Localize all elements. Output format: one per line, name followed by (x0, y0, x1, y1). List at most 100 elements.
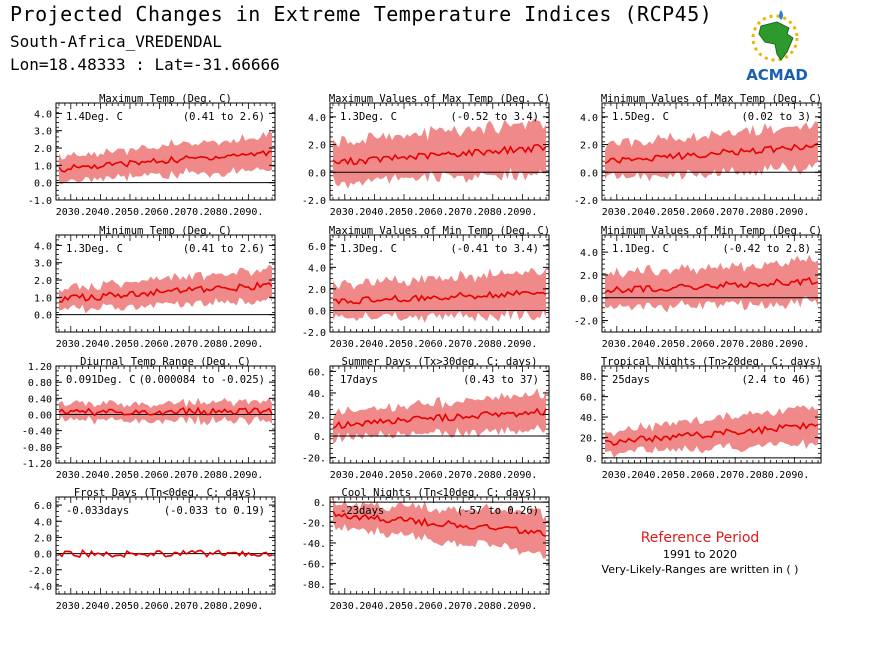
panel-title: Minimum Values of Max Temp (Deg. C) (601, 93, 822, 105)
x-tick-label: 2090. (233, 207, 263, 218)
likely-range: (0.000084 to -0.025) (139, 374, 265, 386)
x-tick-label: 2060. (691, 339, 721, 350)
y-tick-label: -2.0 (302, 196, 326, 207)
mean-line (332, 143, 547, 166)
y-tick-label: 0.0 (308, 306, 326, 317)
y-tick-label: 2.0 (580, 271, 598, 282)
x-tick-label: 2040. (85, 207, 115, 218)
x-tick-label: 2050. (115, 207, 145, 218)
africa-map-icon (758, 21, 794, 61)
range-band (59, 397, 272, 426)
panel-title: Frost Days (Tn<0deg. C; days) (74, 487, 257, 499)
y-tick-label: -20. (302, 519, 326, 530)
x-tick-label: 2040. (85, 339, 115, 350)
y-tick-label: 1.20 (28, 362, 52, 373)
range-band (59, 130, 272, 185)
x-tick-label: 2050. (661, 207, 691, 218)
panel-title: Summer Days (Tx>30deg. C; days) (342, 356, 538, 368)
y-tick-label: 60. (580, 393, 598, 404)
chart-panel: 6.0 4.0 2.0 0.0 -2.0 -4.0 2030. 2040. 2050. 2060.… (28, 487, 276, 612)
change-value: 1.5Deg. C (612, 111, 669, 123)
y-tick-label: -2.0 (574, 317, 598, 328)
x-tick-label: 2090. (233, 339, 263, 350)
x-tick-label: 2080. (478, 470, 508, 481)
x-tick-label: 2040. (631, 207, 661, 218)
range-band (605, 121, 818, 182)
y-tick-label: -20. (302, 454, 326, 465)
y-tick-label: 20. (580, 433, 598, 444)
y-tick-label: 20. (308, 411, 326, 422)
chart-panel: 1.20 0.80 0.40 0.00 -0.40 -0.80 -1.20 2030. 2040… (22, 356, 276, 481)
page-title: Projected Changes in Extreme Temperature… (10, 2, 713, 26)
x-tick-label: 2040. (359, 207, 389, 218)
x-tick-label: 2080. (750, 207, 780, 218)
panel-title: Maximum Values of Max Temp (Deg. C) (329, 93, 550, 105)
y-tick-label: 2.0 (34, 533, 52, 544)
range-note: Very-Likely-Ranges are written in ( ) (601, 563, 799, 576)
y-tick-label: 0.0 (308, 168, 326, 179)
logo-text: ACMAD (746, 66, 808, 84)
x-tick-label: 2050. (389, 339, 419, 350)
y-tick-label: 2.0 (308, 285, 326, 296)
range-band (605, 254, 818, 313)
acmad-logo: ACMAD (746, 10, 808, 84)
x-tick-label: 2040. (359, 601, 389, 612)
y-tick-label: 60. (308, 367, 326, 378)
x-tick-label: 2060. (419, 601, 449, 612)
likely-range: (0.43 to 37) (463, 374, 539, 386)
y-tick-label: 0.0 (580, 168, 598, 179)
y-tick-label: 4.0 (308, 263, 326, 274)
x-tick-label: 2060. (145, 601, 175, 612)
y-tick-label: -40. (302, 539, 326, 550)
y-tick-label: 2.0 (580, 141, 598, 152)
x-tick-label: 2090. (507, 339, 537, 350)
y-tick-label: 0.0 (34, 179, 52, 190)
sun-rays-icon (751, 14, 799, 62)
change-value: 1.3Deg. C (66, 243, 123, 255)
x-tick-label: 2050. (389, 470, 419, 481)
y-tick-label: 2.0 (34, 276, 52, 287)
x-tick-label: 2050. (389, 207, 419, 218)
chart-panel: 60. 40. 20. 0. -20. 2030. 2040. 2050. 2060. 2070.… (302, 356, 550, 481)
x-tick-label: 2080. (204, 207, 234, 218)
y-tick-label: 1.0 (34, 161, 52, 172)
x-tick-label: 2080. (204, 470, 234, 481)
y-tick-label: 3.0 (34, 259, 52, 270)
x-tick-label: 2040. (359, 339, 389, 350)
y-tick-label: -2.0 (302, 328, 326, 339)
panel-title: Maximum Temp (Deg. C) (99, 93, 232, 105)
mean-line (58, 150, 273, 173)
panel-title: Minimum Values of Min Temp (Deg. C) (601, 225, 822, 237)
x-tick-label: 2030. (330, 339, 360, 350)
mean-line (58, 548, 273, 559)
x-tick-label: 2050. (661, 470, 691, 481)
x-tick-label: 2080. (478, 207, 508, 218)
y-tick-label: -1.0 (28, 196, 52, 207)
x-tick-label: 2070. (174, 339, 204, 350)
y-tick-label: 80. (580, 372, 598, 383)
x-tick-label: 2030. (602, 339, 632, 350)
mean-line (332, 407, 547, 430)
x-tick-label: 2030. (56, 601, 86, 612)
x-tick-label: 2040. (359, 470, 389, 481)
y-tick-label: 4.0 (308, 113, 326, 124)
x-tick-label: 2050. (661, 339, 691, 350)
y-tick-label: 4.0 (34, 241, 52, 252)
x-tick-label: 2030. (330, 207, 360, 218)
panel-title: Tropical Nights (Tn>20deg. C; days) (601, 356, 822, 368)
mean-line (604, 142, 819, 164)
x-tick-label: 2060. (691, 470, 721, 481)
x-tick-label: 2090. (779, 207, 809, 218)
change-value: 0.091Deg. C (66, 374, 136, 386)
x-tick-label: 2030. (602, 207, 632, 218)
x-tick-label: 2060. (419, 470, 449, 481)
reference-period-years: 1991 to 2020 (662, 548, 738, 561)
change-value: 17days (340, 374, 378, 386)
range-band (605, 405, 818, 458)
y-tick-label: 0.0 (580, 294, 598, 305)
likely-range: (-0.033 to 0.19) (164, 505, 265, 517)
mean-line (332, 289, 547, 305)
y-tick-label: 0.80 (28, 378, 52, 389)
likely-range: (-57 to 0.26) (457, 505, 539, 517)
